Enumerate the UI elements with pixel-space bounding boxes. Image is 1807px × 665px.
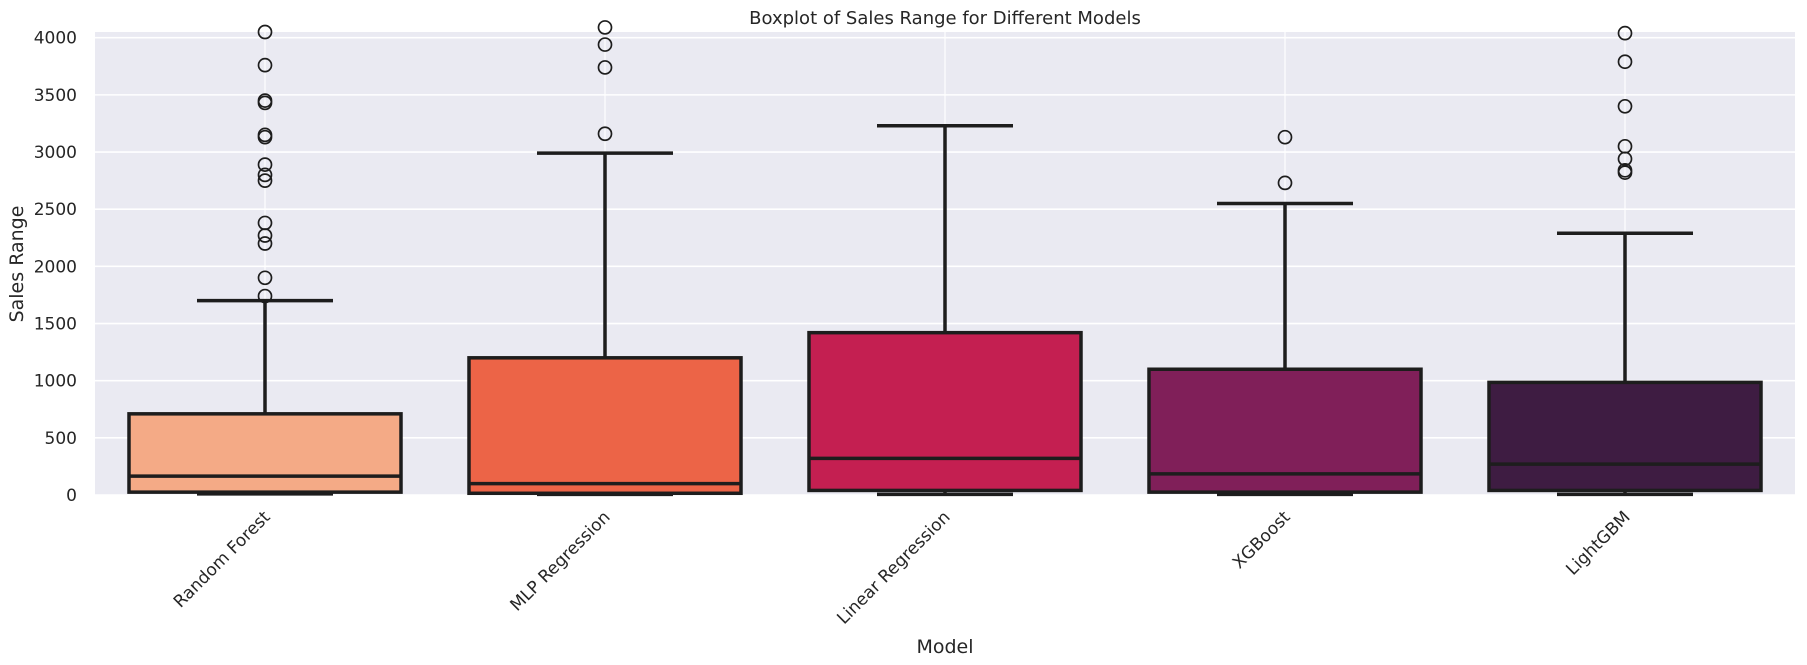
x-tick-label: Linear Regression bbox=[833, 507, 954, 628]
outlier-point bbox=[257, 157, 273, 172]
x-tick-labels: Random Forest MLP Regression Linear Regres… bbox=[170, 507, 1635, 628]
box-group bbox=[127, 24, 403, 496]
outlier-point bbox=[257, 288, 273, 304]
y-tick-labels: 0 500 1000 1500 2000 2500 3000 3500 4000 bbox=[34, 29, 77, 506]
outlier-point bbox=[1617, 54, 1633, 70]
y-tick-label: 0 bbox=[66, 486, 77, 506]
outlier-point bbox=[257, 93, 273, 108]
x-tick-label: Random Forest bbox=[170, 507, 275, 612]
box-iqr bbox=[1487, 380, 1763, 493]
outlier-point bbox=[1617, 162, 1633, 178]
x-tick-label: XGBoost bbox=[1229, 507, 1295, 573]
outlier-point bbox=[257, 167, 273, 183]
outlier-point bbox=[257, 57, 273, 73]
outlier-point bbox=[257, 173, 273, 188]
y-tick-label: 4000 bbox=[34, 29, 77, 49]
x-tick-label: LightGBM bbox=[1562, 507, 1634, 579]
y-tick-label: 3500 bbox=[34, 86, 77, 106]
y-tick-label: 3000 bbox=[34, 143, 77, 163]
outlier-point bbox=[597, 60, 613, 75]
outlier-point bbox=[597, 37, 613, 52]
outlier-point bbox=[597, 20, 613, 35]
box-iqr bbox=[467, 356, 743, 496]
x-axis-title: Model bbox=[916, 636, 973, 658]
outlier-point bbox=[1617, 138, 1633, 154]
y-tick-label: 2000 bbox=[34, 257, 77, 277]
chart-title: Boxplot of Sales Range for Different Mod… bbox=[749, 8, 1141, 29]
outlier-point bbox=[257, 236, 273, 251]
outlier-point bbox=[1277, 129, 1293, 145]
box-group bbox=[807, 123, 1083, 497]
y-tick-label: 2500 bbox=[34, 200, 77, 220]
box-group bbox=[467, 20, 743, 497]
y-tick-label: 500 bbox=[45, 429, 77, 449]
y-tick-label: 1000 bbox=[34, 372, 77, 392]
outlier-point bbox=[597, 126, 613, 142]
box-group bbox=[1487, 25, 1763, 497]
boxes bbox=[127, 20, 1763, 497]
outlier-point bbox=[257, 215, 273, 231]
x-tick-label: MLP Regression bbox=[507, 507, 615, 615]
outlier-point bbox=[257, 24, 273, 40]
box-iqr bbox=[807, 330, 1083, 493]
y-tick-label: 1500 bbox=[34, 315, 77, 335]
box-iqr bbox=[1147, 367, 1423, 494]
outlier-point bbox=[1617, 98, 1633, 114]
box-iqr bbox=[127, 412, 403, 494]
outlier-point bbox=[1277, 175, 1293, 191]
box-group bbox=[1147, 129, 1423, 497]
outlier-point bbox=[257, 270, 273, 286]
y-axis-title: Sales Range bbox=[6, 206, 28, 323]
outlier-point bbox=[257, 127, 273, 143]
outlier-point bbox=[1617, 25, 1633, 41]
